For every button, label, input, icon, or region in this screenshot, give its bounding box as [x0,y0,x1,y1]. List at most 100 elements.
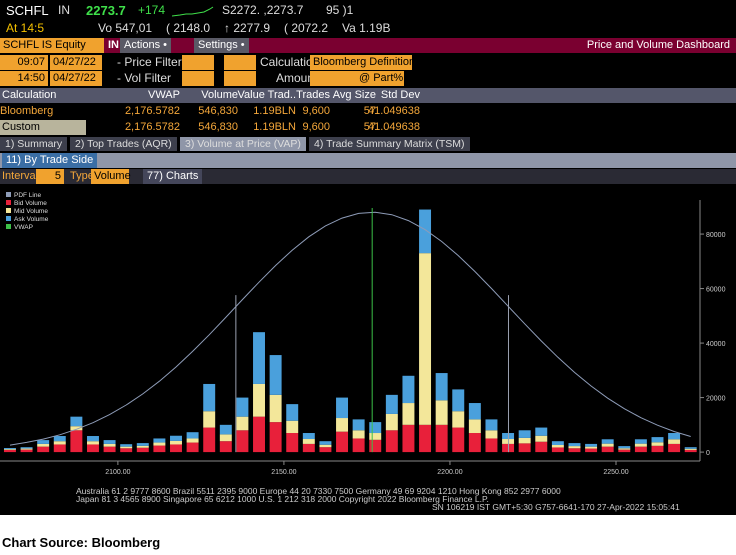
bar-segment [353,438,365,452]
x-tick-label: 2250.00 [603,469,628,476]
bar-segment [635,444,647,447]
table-cell: 546,830 [178,104,238,119]
bar-segment [203,428,215,453]
calculation-select[interactable]: Bloomberg Definition [310,55,412,70]
bar-segment [270,395,282,422]
last-price: 2273.7 [86,3,126,18]
bar-segment [54,441,66,444]
bar-segment [436,425,448,452]
interval-input[interactable]: 5 [36,169,64,184]
end-date[interactable]: 04/27/22 [50,71,102,86]
footer-line: Japan 81 3 4565 8900 Singapore 65 6212 1… [76,495,489,503]
bar-segment [104,447,116,452]
bar-segment [170,441,182,445]
bar-segment [120,444,132,446]
bar-segment [386,430,398,452]
bid-ask: S2272. ,2273.7 [222,3,303,18]
bar-segment [87,436,99,441]
bar-segment [585,444,597,447]
bar-segment [652,437,664,442]
vol-filter-label: - Vol Filter [117,71,171,86]
legend-label: Ask Volume [14,216,49,223]
bar-segment [153,443,165,446]
bar-segment [137,448,149,452]
bar-segment [286,433,298,452]
bar-segment [70,430,82,452]
bar-segment [519,430,531,438]
bar-segment [120,448,132,452]
bar-segment [319,447,331,452]
bar-segment [552,441,564,445]
bar-segment [203,384,215,411]
table-cell: 546,830 [178,120,238,135]
x-tick-label: 2100.00 [105,469,130,476]
bar-segment [21,450,33,452]
bar-segment [402,425,414,452]
legend-label: Bid Volume [14,200,47,207]
bar-segment [485,419,497,430]
security-input[interactable]: SCHFL IS Equity [0,38,104,53]
bar-segment [602,444,614,447]
bar-segment [21,447,33,448]
bar-segment [303,444,315,452]
label: Vol Filter [124,71,171,85]
size: 95 )1 [326,3,353,18]
by-trade-side-tab[interactable]: 11) By Trade Side [2,153,97,168]
value: Va 1.19B [342,21,390,36]
open: ( 2148.0 [166,21,210,36]
bar-segment [618,446,630,448]
bar-segment [552,447,564,452]
high: ↑ 2277.9 [224,21,270,36]
bar-segment [668,433,680,439]
bar-segment [236,430,248,452]
x-tick-label: 2150.00 [271,469,296,476]
bar-segment [319,445,331,447]
tab[interactable]: 4) Trade Summary Matrix (TSM) [309,137,470,151]
bar-segment [685,450,697,452]
legend-label: VWAP [14,224,33,231]
bar-segment [87,441,99,444]
part-input[interactable]: @ Part% [356,71,404,86]
tab[interactable]: 2) Top Trades (AQR) [70,137,177,151]
bar-segment [402,376,414,403]
table-cell: Bloomberg [0,104,53,119]
column-header: Calculation [2,88,56,103]
start-time[interactable]: 09:07 [0,55,48,70]
type-select[interactable]: Volume [91,169,129,184]
bar-segment [353,430,365,438]
bar-segment [336,418,348,432]
table-cell: 2,176.5782 [120,120,180,135]
settings-menu[interactable]: Settings • [194,38,249,53]
charts-button[interactable]: 77) Charts [143,169,202,184]
tab[interactable]: 3) Volume at Price (VAP) [180,137,306,151]
bar-segment [519,443,531,452]
bar-segment [104,440,116,444]
bar-segment [469,419,481,433]
pdf-line [10,212,691,445]
bar-segment [319,441,331,445]
dashboard-title: Price and Volume Dashboard [587,38,730,53]
bar-segment [602,447,614,452]
bar-segment [469,403,481,419]
bar-segment [668,444,680,452]
y-tick-label: 80000 [706,232,726,239]
bar-segment [386,395,398,414]
low: ( 2072.2 [284,21,328,36]
bar-segment [369,422,381,433]
bar-segment [187,432,199,438]
bar-segment [87,444,99,452]
bar-segment [220,434,232,441]
bar-segment [336,432,348,452]
bar-segment [452,428,464,453]
table-cell: 2,176.5782 [120,104,180,119]
change: +174 [138,3,165,18]
bar-segment [618,448,630,449]
tab[interactable]: 1) Summary [0,137,67,151]
bar-segment [137,446,149,448]
bar-segment [419,425,431,452]
column-header: Volume [178,88,238,103]
actions-menu[interactable]: Actions • [120,38,171,53]
start-date[interactable]: 04/27/22 [50,55,102,70]
end-time[interactable]: 14:50 [0,71,48,86]
sparkline [172,6,214,18]
